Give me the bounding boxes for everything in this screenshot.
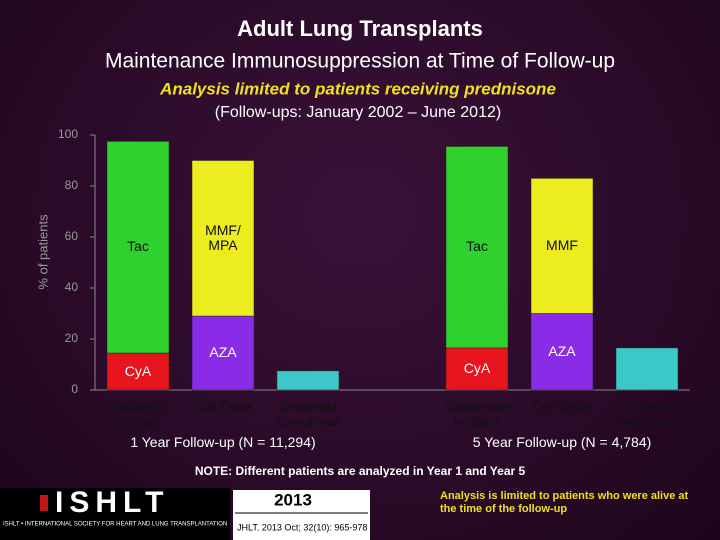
citation-box bbox=[233, 490, 370, 540]
chart-period: (Follow-ups: January 2002 – June 2012) bbox=[215, 104, 501, 121]
footer-year: 2013 bbox=[274, 490, 312, 509]
y-tick-label: 0 bbox=[71, 382, 78, 396]
bar-segment bbox=[615, 347, 679, 391]
bar-segment bbox=[445, 146, 509, 349]
bar-segment bbox=[276, 370, 340, 391]
y-tick-label: 20 bbox=[65, 331, 79, 345]
x-tick-label: Cell Cycle bbox=[193, 399, 253, 414]
society-name: ISHLT • INTERNATIONAL SOCIETY FOR HEART … bbox=[3, 522, 227, 528]
segment-label: MMF/ MPA bbox=[205, 222, 241, 254]
footer-remark: Analysis is limited to patients who were… bbox=[440, 490, 689, 515]
chart-title: Adult Lung Transplants bbox=[237, 16, 483, 41]
group-label: 1 Year Follow-up (N = 11,294) bbox=[130, 434, 316, 450]
segment-label: MMF bbox=[546, 236, 578, 253]
y-axis-label: % of patients bbox=[35, 214, 50, 290]
x-tick-label: Sirolimus/ Everolimus bbox=[614, 399, 680, 429]
group-label: 5 Year Follow-up (N = 4,784) bbox=[472, 434, 652, 450]
logo-text: ISHLT bbox=[55, 486, 169, 519]
x-tick-label: Cell Cycle bbox=[532, 399, 592, 414]
logo-box bbox=[0, 488, 230, 540]
x-tick-label: Calcineurin Inhibitor bbox=[444, 399, 510, 429]
bar-segment bbox=[106, 141, 170, 354]
segment-label: AZA bbox=[209, 344, 237, 361]
bar-segment bbox=[106, 352, 170, 391]
x-tick-label: Sirolimus/ Everolimus bbox=[275, 399, 341, 429]
bar-segment bbox=[530, 178, 594, 314]
segment-label: Tac bbox=[466, 238, 488, 255]
bar-segment bbox=[191, 315, 255, 391]
segment-label: CyA bbox=[463, 359, 491, 376]
y-tick-label: 100 bbox=[58, 127, 78, 141]
chart-note: Analysis limited to patients receiving p… bbox=[159, 79, 556, 98]
segment-label: AZA bbox=[548, 342, 576, 359]
x-tick-label: Calcineurin Inhibitor bbox=[105, 399, 171, 429]
bar-segment bbox=[191, 160, 255, 317]
citation: JHLT. 2013 Oct; 32(10): 965-978 bbox=[237, 522, 367, 532]
y-tick-label: 40 bbox=[65, 280, 79, 294]
chart-subtitle: Maintenance Immunosuppression at Time of… bbox=[105, 50, 615, 73]
logo-mark bbox=[40, 495, 48, 511]
segment-label: Tac bbox=[127, 238, 149, 255]
y-tick-label: 80 bbox=[65, 178, 79, 192]
footnote: NOTE: Different patients are analyzed in… bbox=[195, 464, 526, 478]
bar-segment bbox=[445, 347, 509, 391]
segment-label: CyA bbox=[124, 362, 152, 379]
y-tick-label: 60 bbox=[65, 229, 79, 243]
